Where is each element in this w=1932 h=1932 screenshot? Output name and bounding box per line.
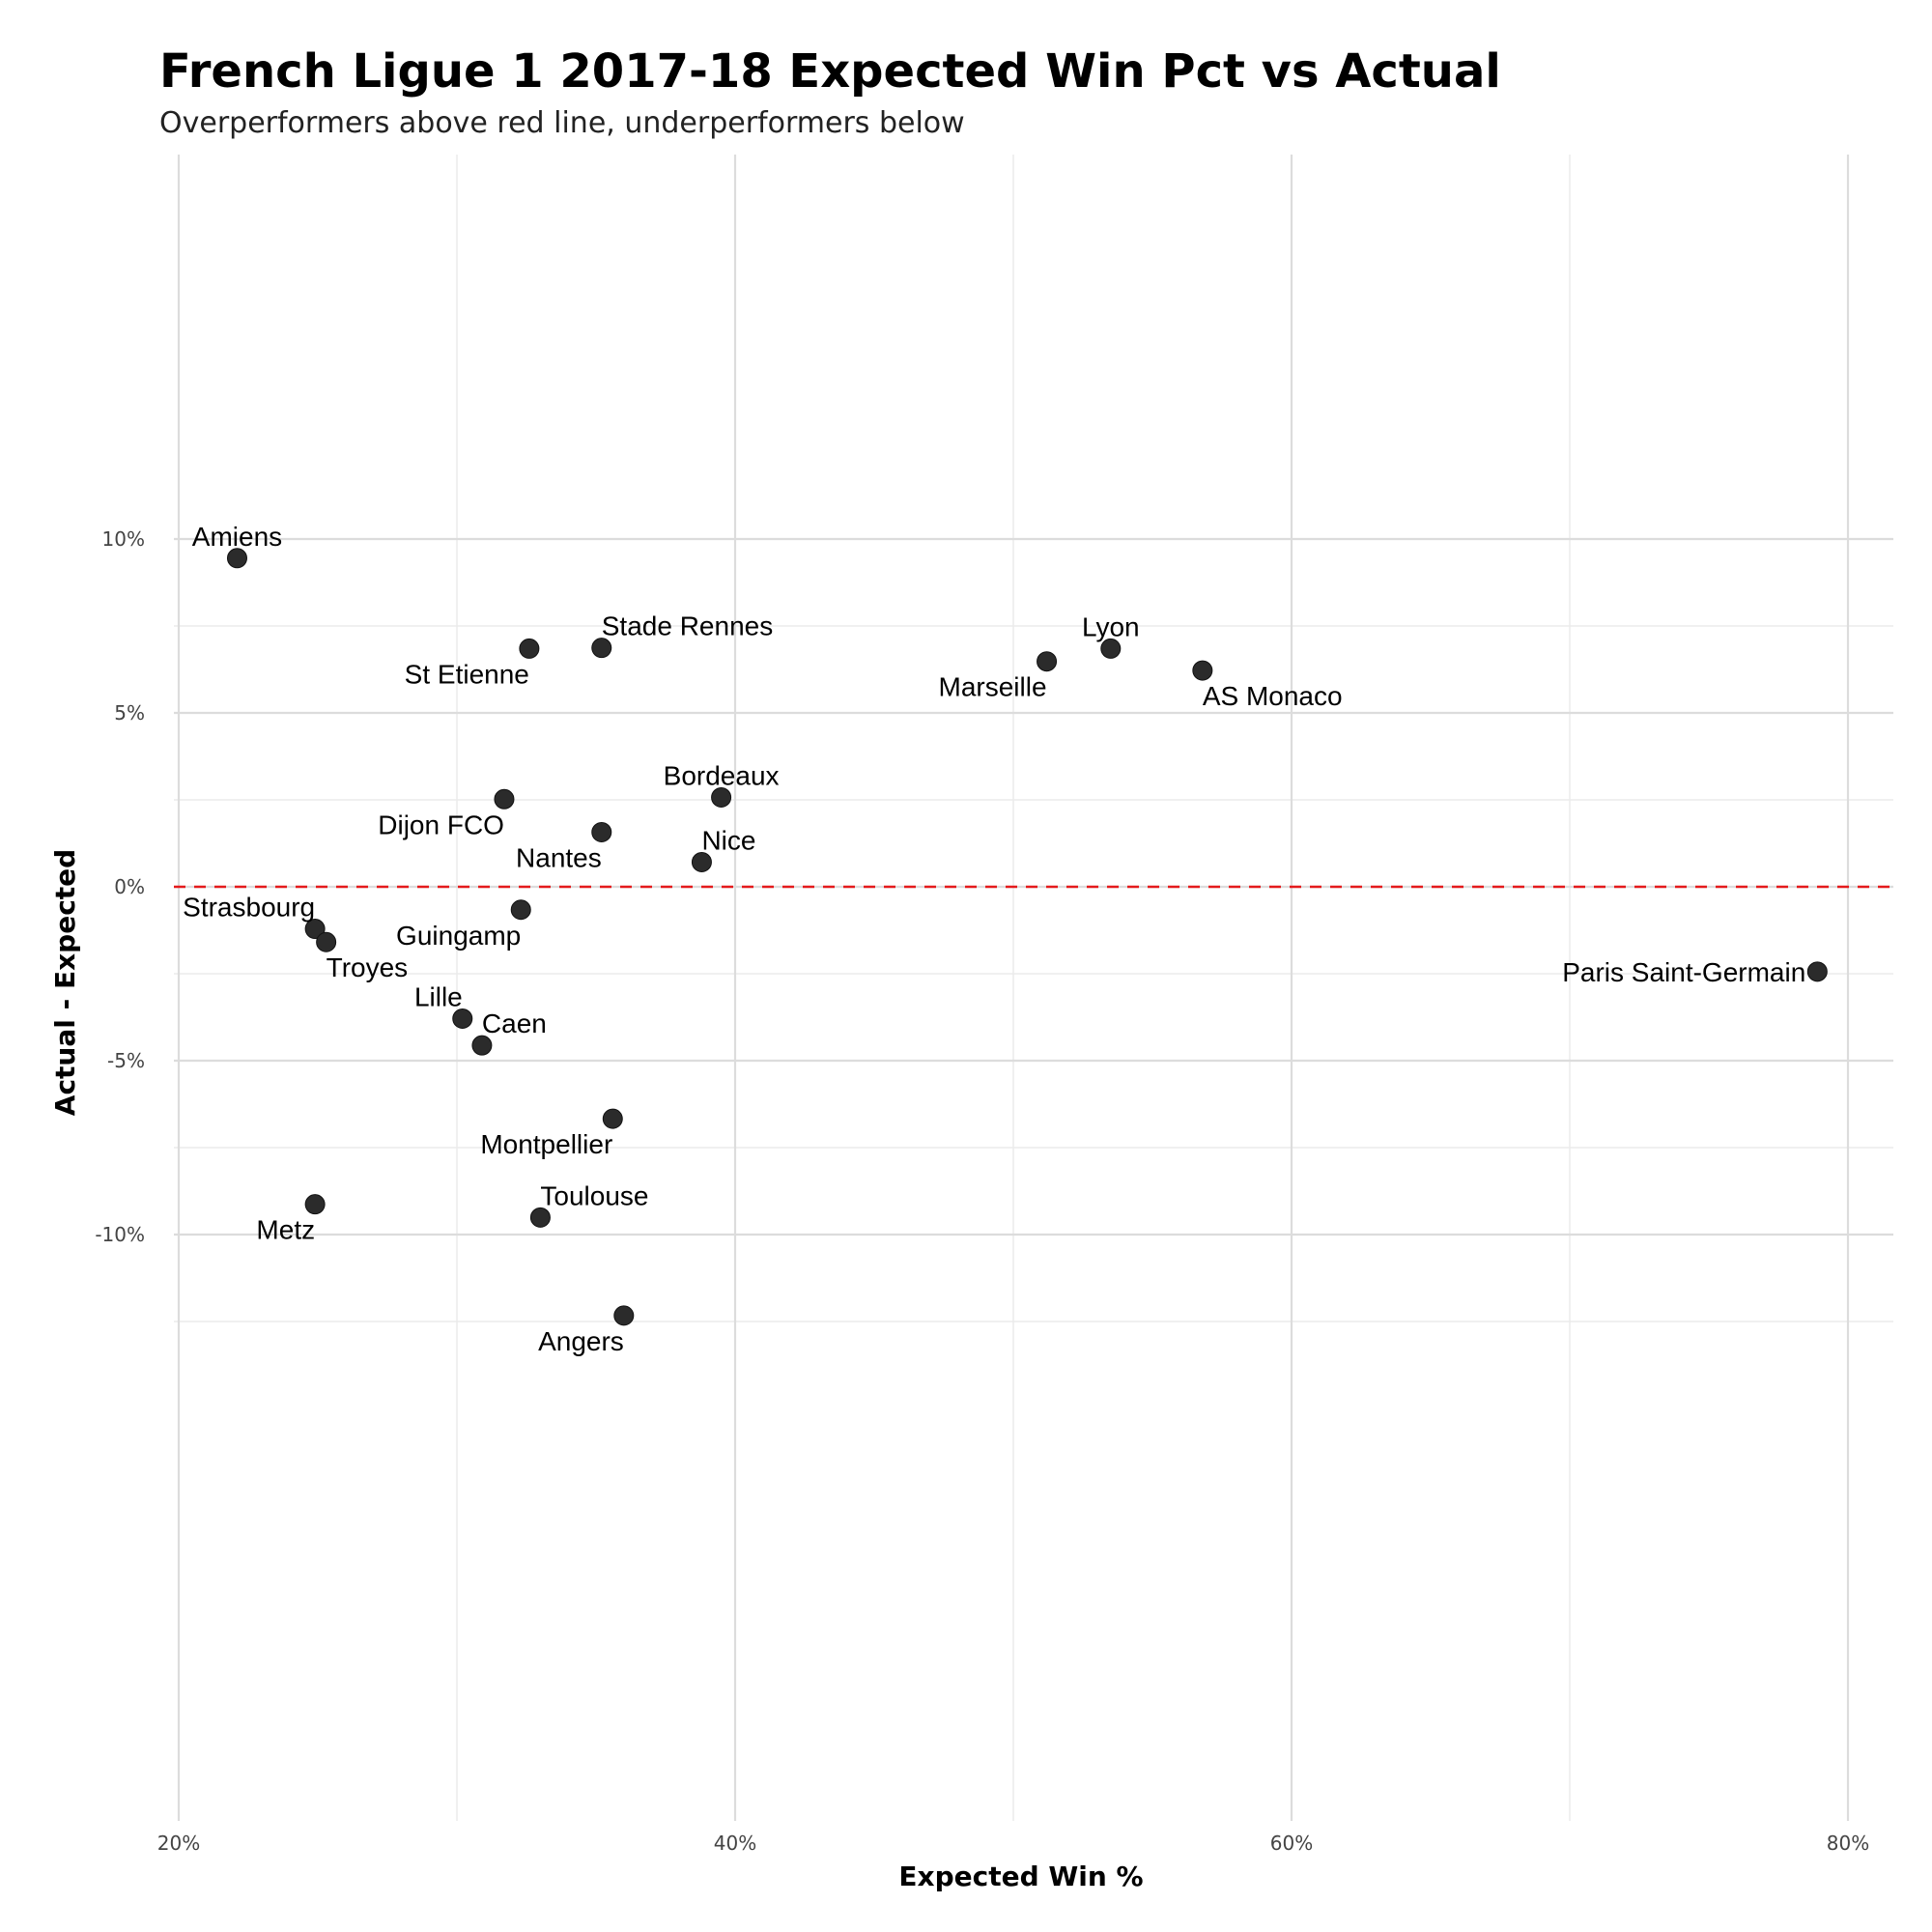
data-point [602, 1108, 623, 1129]
data-label: AS Monaco [1203, 681, 1343, 711]
y-axis-title: Actual - Expected [49, 849, 81, 1116]
x-tick-label: 40% [714, 1832, 756, 1855]
x-tick-label: 20% [157, 1832, 200, 1855]
data-label: Bordeaux [664, 760, 780, 790]
data-point [304, 919, 326, 940]
data-label: Lille [414, 981, 463, 1011]
data-point [494, 788, 515, 810]
data-label: Dijon FCO [378, 810, 504, 839]
data-label: Stade Rennes [602, 611, 773, 641]
data-labels: Amiens St Etienne Stade Rennes Lyon Marseill… [183, 522, 1805, 1356]
data-label: Angers [538, 1326, 624, 1356]
data-point [452, 1008, 473, 1029]
y-tick-label: 0% [114, 875, 145, 898]
data-label: Metz [256, 1215, 315, 1245]
data-label: Lyon [1082, 611, 1140, 641]
data-point [316, 931, 337, 952]
data-point [226, 548, 247, 569]
data-label: Montpellier [480, 1129, 612, 1159]
data-point [510, 899, 531, 921]
data-label: Strasbourg [183, 893, 315, 923]
x-axis-title: Expected Win % [898, 1861, 1143, 1892]
data-label: Troyes [327, 952, 409, 982]
y-tick-label: 10% [102, 527, 145, 551]
data-point [304, 1194, 326, 1215]
data-points [226, 548, 1828, 1326]
data-point [1192, 660, 1213, 681]
data-point [1037, 651, 1058, 672]
data-label: St Etienne [405, 659, 529, 689]
data-label: Paris Saint-Germain [1562, 957, 1805, 987]
data-point [529, 1207, 551, 1228]
data-point [691, 851, 712, 872]
data-point [471, 1035, 493, 1056]
data-label: Nantes [516, 842, 602, 872]
y-tick-label: 5% [114, 701, 145, 724]
data-point [711, 786, 732, 808]
data-point [1100, 638, 1122, 659]
data-point [591, 638, 612, 659]
axis-labels: 20% 40% 60% 80% -10% -5% 0% 5% 10% [95, 527, 1869, 1855]
data-label: Caen [482, 1009, 547, 1038]
x-tick-label: 80% [1827, 1832, 1869, 1855]
data-label: Toulouse [540, 1180, 648, 1210]
data-label: Nice [701, 825, 755, 855]
data-label: Marseille [939, 672, 1047, 702]
data-point [591, 821, 612, 842]
y-tick-label: -10% [95, 1223, 145, 1246]
chart-title: French Ligue 1 2017-18 Expected Win Pct … [159, 44, 1501, 99]
data-point [1806, 961, 1828, 982]
x-tick-label: 60% [1270, 1832, 1313, 1855]
grid-lines [174, 155, 1893, 1821]
data-label: Amiens [192, 522, 282, 552]
data-point [613, 1305, 635, 1326]
y-tick-label: -5% [107, 1049, 145, 1072]
data-point [519, 638, 540, 659]
data-label: Guingamp [396, 921, 521, 951]
chart-subtitle: Overperformers above red line, underperf… [159, 106, 965, 140]
